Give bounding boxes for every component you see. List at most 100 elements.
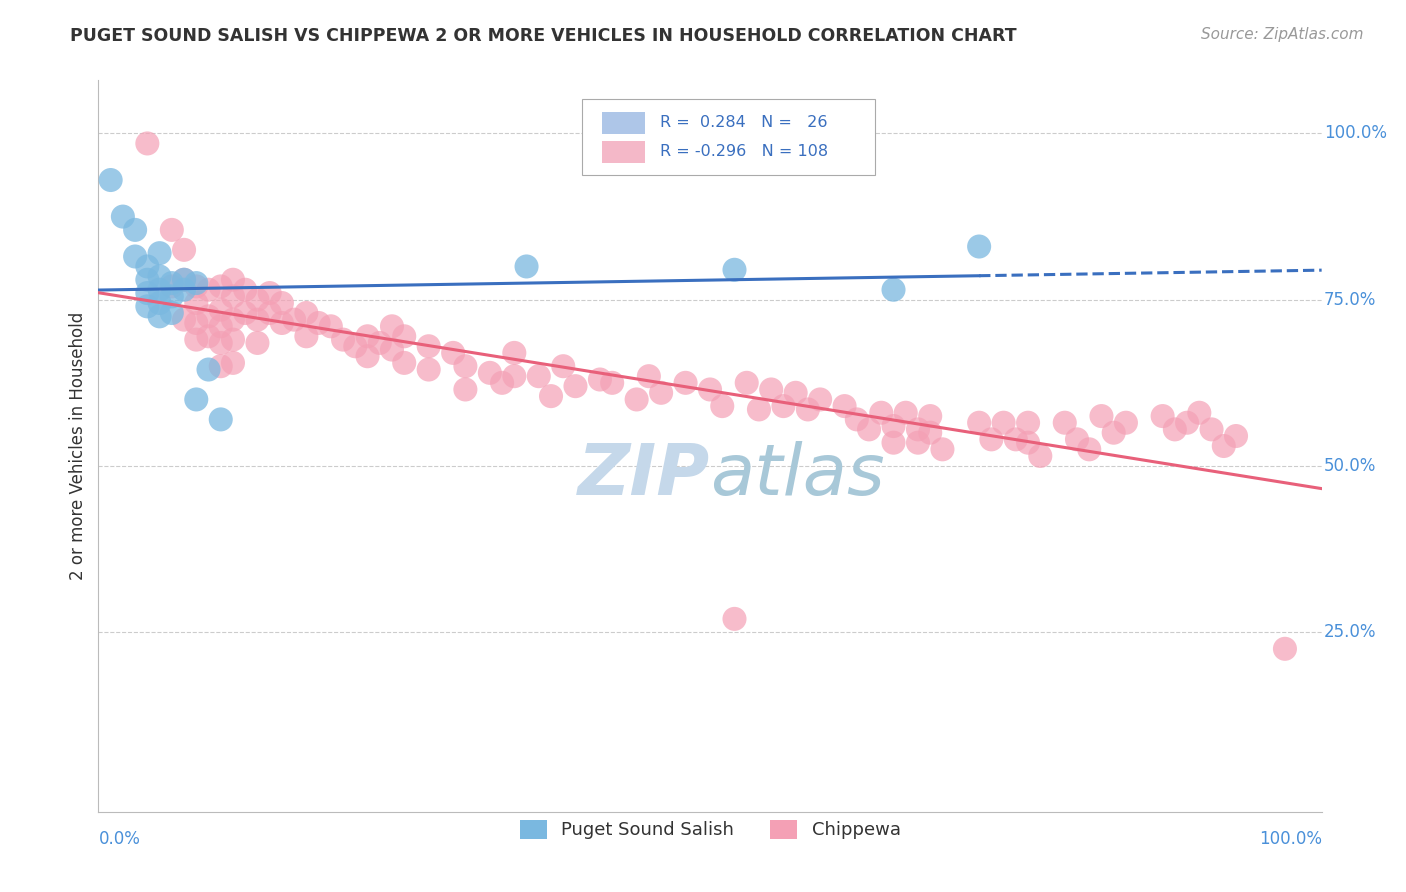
Point [723, 262, 745, 277]
Point [233, 283, 256, 297]
Point [797, 402, 820, 417]
Text: 75.0%: 75.0% [1324, 291, 1376, 309]
Point [808, 392, 831, 407]
Text: 100.0%: 100.0% [1258, 830, 1322, 848]
Point [149, 246, 172, 260]
Point [564, 379, 586, 393]
Point [735, 376, 758, 390]
Point [993, 416, 1015, 430]
Point [381, 319, 404, 334]
Point [1004, 433, 1026, 447]
Point [1066, 433, 1088, 447]
Point [197, 329, 219, 343]
Point [246, 312, 269, 326]
Point [173, 283, 195, 297]
Point [173, 273, 195, 287]
Point [283, 312, 305, 326]
Point [209, 359, 232, 374]
Point [332, 333, 354, 347]
Point [136, 299, 159, 313]
Point [381, 343, 404, 357]
Point [222, 356, 245, 370]
Point [124, 223, 146, 237]
Point [209, 302, 232, 317]
Point [1152, 409, 1174, 423]
Point [637, 369, 661, 384]
Point [173, 243, 195, 257]
Point [197, 310, 219, 324]
Point [418, 339, 440, 353]
Point [980, 433, 1002, 447]
Point [1201, 422, 1223, 436]
Point [368, 335, 391, 350]
Point [711, 399, 734, 413]
Point [270, 296, 294, 310]
Point [149, 310, 172, 324]
Point [222, 289, 245, 303]
Point [209, 279, 232, 293]
Point [553, 359, 575, 374]
Point [883, 283, 905, 297]
Point [1102, 425, 1125, 440]
Point [1090, 409, 1112, 423]
Point [1164, 422, 1187, 436]
Point [295, 306, 318, 320]
Point [441, 346, 464, 360]
Text: R = -0.296   N = 108: R = -0.296 N = 108 [659, 145, 828, 160]
Point [197, 362, 219, 376]
Point [222, 273, 245, 287]
Point [834, 399, 856, 413]
Point [136, 273, 159, 287]
Point [907, 422, 929, 436]
Point [149, 283, 172, 297]
Point [136, 136, 159, 151]
Point [883, 419, 905, 434]
Point [100, 173, 122, 187]
Point [675, 376, 697, 390]
Point [907, 435, 929, 450]
Point [1029, 449, 1052, 463]
Text: 25.0%: 25.0% [1324, 624, 1376, 641]
Point [527, 369, 550, 384]
Point [246, 335, 269, 350]
Point [418, 362, 440, 376]
Point [967, 239, 990, 253]
Point [1017, 416, 1039, 430]
Point [883, 435, 905, 450]
Point [308, 316, 330, 330]
Point [209, 319, 232, 334]
Point [1078, 442, 1101, 457]
Point [136, 286, 159, 301]
Text: ZIP: ZIP [578, 441, 710, 509]
Point [222, 333, 245, 347]
Point [920, 425, 942, 440]
Text: 0.0%: 0.0% [98, 830, 141, 848]
Point [186, 296, 208, 310]
Point [1175, 416, 1198, 430]
Point [1188, 406, 1211, 420]
Point [1225, 429, 1247, 443]
Point [1053, 416, 1076, 430]
Point [772, 399, 794, 413]
Point [259, 306, 281, 320]
Point [785, 385, 807, 400]
Point [295, 329, 318, 343]
Point [540, 389, 562, 403]
Point [186, 276, 208, 290]
Point [920, 409, 942, 423]
Point [491, 376, 513, 390]
Text: R =  0.284   N =   26: R = 0.284 N = 26 [659, 115, 827, 130]
Legend: Puget Sound Salish, Chippewa: Puget Sound Salish, Chippewa [512, 813, 908, 847]
Point [186, 392, 208, 407]
Point [356, 349, 378, 363]
Point [723, 612, 745, 626]
Point [124, 250, 146, 264]
Point [149, 296, 172, 310]
Point [626, 392, 648, 407]
Point [761, 383, 783, 397]
Point [160, 276, 183, 290]
Text: atlas: atlas [710, 441, 884, 509]
Point [160, 279, 183, 293]
Point [319, 319, 342, 334]
Point [894, 406, 917, 420]
